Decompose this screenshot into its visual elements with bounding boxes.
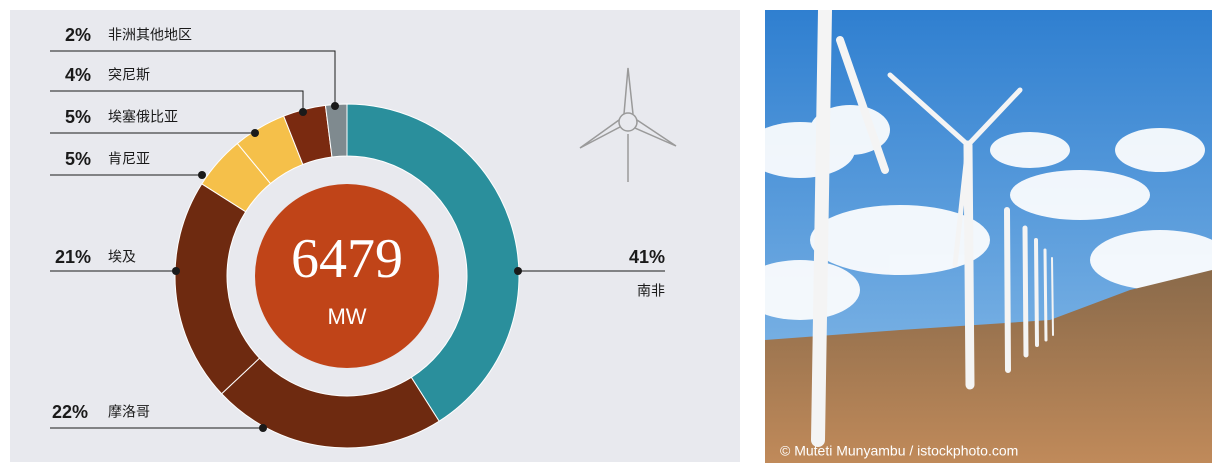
category-label: 摩洛哥 [108, 404, 150, 420]
value-label: 41% [629, 247, 665, 267]
center-circle [255, 184, 439, 368]
value-label: 5% [65, 149, 91, 169]
category-label: 埃及 [108, 249, 136, 265]
category-label: 埃塞俄比亚 [108, 109, 178, 125]
value-label: 22% [52, 402, 88, 422]
leader-line [50, 90, 304, 112]
value-label: 2% [65, 25, 91, 45]
value-label: 4% [65, 65, 91, 85]
category-label: 非洲其他地区 [108, 27, 192, 43]
photo [765, 10, 1212, 463]
center-value: 6479 [291, 228, 403, 290]
photo-credit: © Muteti Munyambu / istockphoto.com [780, 443, 1018, 459]
value-label: 5% [65, 107, 91, 127]
leader-dot [172, 267, 180, 275]
turbine-icon [579, 67, 677, 182]
leader-dot [198, 171, 206, 179]
leader-dot [331, 102, 339, 110]
category-label: 南非 [637, 283, 665, 299]
leader-line [50, 50, 336, 106]
category-label: 突尼斯 [108, 67, 150, 83]
donut-segment [346, 103, 520, 422]
value-label: 21% [55, 247, 91, 267]
leader-dot [259, 424, 267, 432]
donut [174, 103, 520, 449]
center-unit: MW [327, 304, 366, 329]
leader-dot [299, 108, 307, 116]
leader-dot [514, 267, 522, 275]
category-label: 肯尼亚 [108, 151, 150, 167]
leader-dot [251, 129, 259, 137]
